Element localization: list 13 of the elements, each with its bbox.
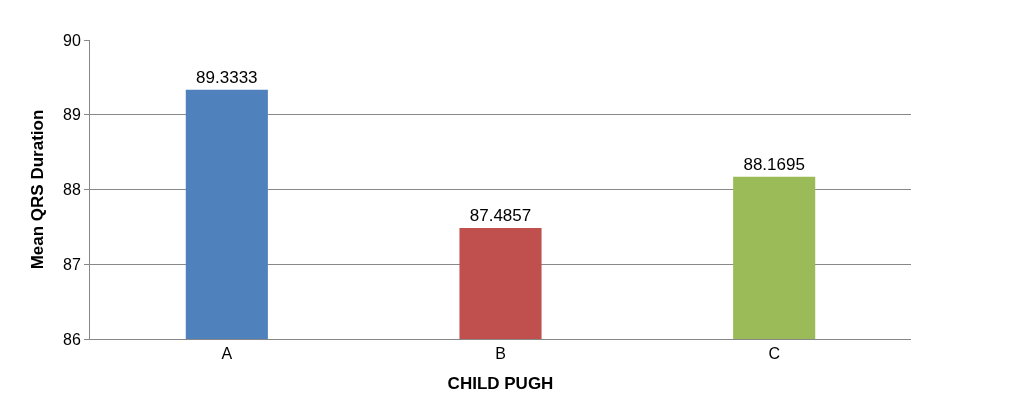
x-tick-label: B bbox=[495, 345, 506, 363]
y-axis-title: Mean QRS Duration bbox=[27, 109, 47, 270]
x-tick-label: C bbox=[768, 345, 780, 363]
data-label: 89.3333 bbox=[196, 67, 258, 87]
x-tick-label: A bbox=[221, 345, 233, 363]
data-label: 87.4857 bbox=[469, 205, 532, 225]
y-tick-label: 88 bbox=[63, 181, 81, 199]
y-tick-label: 86 bbox=[63, 330, 81, 348]
data-label: 88.1695 bbox=[743, 154, 805, 174]
x-axis-title: CHILD PUGH bbox=[447, 373, 554, 393]
y-tick-label: 89 bbox=[63, 106, 81, 124]
y-tick-label: 90 bbox=[63, 31, 81, 49]
y-tick-label: 87 bbox=[63, 255, 81, 273]
